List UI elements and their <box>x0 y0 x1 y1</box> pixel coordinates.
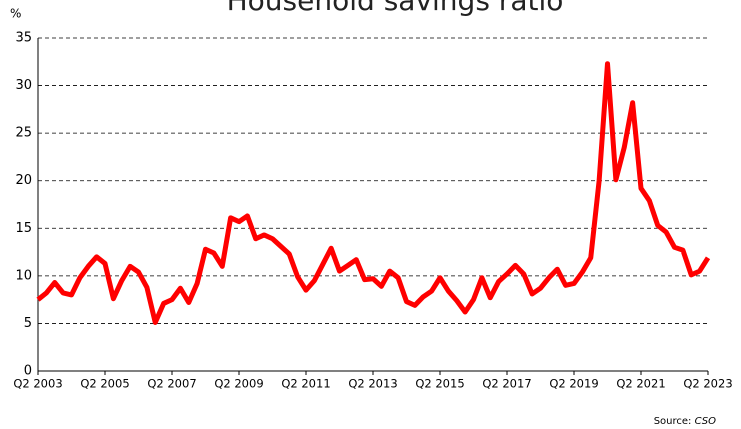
x-tick-label: Q2 2005 <box>80 377 129 391</box>
x-tick-label: Q2 2019 <box>549 377 598 391</box>
data-line <box>36 61 711 325</box>
y-axis-label: % <box>10 7 21 21</box>
y-tick-label: 0 <box>24 364 32 379</box>
y-tick-label: 30 <box>15 78 32 93</box>
chart-title: Household savings ratio <box>227 0 564 17</box>
x-tick-label: Q2 2017 <box>482 377 531 391</box>
x-tick-label: Q2 2009 <box>214 377 263 391</box>
source: Source: CSO <box>654 416 716 427</box>
y-tick-label: 10 <box>15 268 32 283</box>
source-name: CSO <box>695 416 717 427</box>
y-tick-label: 5 <box>24 316 32 331</box>
x-tick-label: Q2 2015 <box>415 377 464 391</box>
x-tick-label: Q2 2011 <box>281 377 330 391</box>
x-tick-label: Q2 2003 <box>13 377 62 391</box>
x-tick-label: Q2 2013 <box>348 377 397 391</box>
x-tick-label: Q2 2007 <box>147 377 196 391</box>
y-tick-label: 25 <box>15 126 32 141</box>
x-tick-label: Q2 2023 <box>683 377 732 391</box>
y-tick-label: 15 <box>15 221 32 236</box>
y-tick-label: 20 <box>15 173 32 188</box>
source-label: Source: <box>654 416 692 427</box>
y-tick-label: 35 <box>15 31 32 46</box>
x-tick-label: Q2 2021 <box>616 377 665 391</box>
